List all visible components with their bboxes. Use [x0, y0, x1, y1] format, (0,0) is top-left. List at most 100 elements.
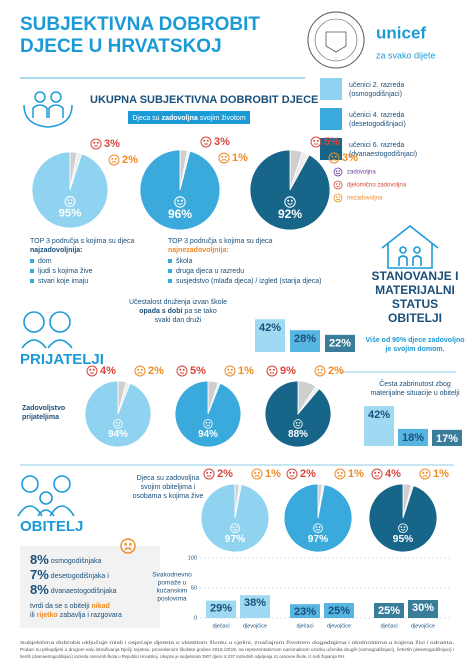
housing-worry: materijalne situacije u obitelji — [370, 390, 460, 397]
bar-value-label: 25% — [328, 605, 350, 617]
face-eye — [206, 139, 209, 142]
family-intro: osobama s kojima žive — [133, 493, 204, 500]
face-outline — [134, 365, 146, 377]
face-outline — [398, 523, 408, 534]
face-outline — [218, 152, 230, 164]
footer-note: Subjektivna dobrobit uključuje misli i o… — [20, 640, 454, 645]
face-outline — [64, 195, 76, 207]
face-icon — [64, 195, 76, 207]
bar — [374, 603, 404, 618]
pie-small-label: 5% — [190, 365, 206, 377]
face-icon — [371, 468, 383, 480]
mood-label: zadovoljna — [347, 170, 376, 176]
legend-label: učenici 6. razreda — [349, 142, 404, 149]
legend-label: učenici 4. razreda — [349, 112, 404, 119]
face-eye — [224, 155, 227, 158]
face-eye — [377, 471, 380, 474]
fun-stat: 8% osmogodišnjaka — [30, 552, 101, 567]
face-icon — [398, 523, 408, 534]
pie-small-label: 3% — [214, 136, 230, 148]
face-icon — [174, 196, 186, 208]
face-outline — [313, 523, 323, 534]
fun-claim: ili rijetko zabavlja i razgovara — [30, 612, 122, 619]
face-eye — [338, 196, 341, 198]
top-lead: TOP 3 područja s kojima su djeca — [30, 238, 135, 245]
mood-label: nezadovoljna — [347, 196, 383, 202]
page-title: SUBJEKTIVNA DOBROBIT — [20, 14, 260, 35]
face-icon — [90, 138, 102, 150]
chores-title: Svakodnevno — [152, 572, 192, 579]
pie-small-label: 4% — [385, 468, 401, 480]
pie-small-label: 9% — [280, 365, 296, 377]
face-outline — [108, 154, 120, 166]
face-icon — [230, 523, 240, 534]
face-icon — [310, 136, 322, 148]
legend-label: učenici 2. razreda — [349, 82, 404, 89]
top-item: dom — [38, 258, 52, 265]
face-outline — [333, 193, 343, 203]
face-icon — [218, 152, 230, 164]
face-eye — [179, 368, 182, 371]
face-mouth — [287, 202, 293, 205]
face-eye — [227, 368, 230, 371]
text-part: svojim životom — [200, 115, 246, 122]
text-part: Učestalost druženja izvan škole — [129, 299, 227, 306]
pie-small-label: 3% — [342, 152, 358, 164]
subtitle-box — [128, 111, 250, 124]
pie-slice — [368, 483, 438, 553]
face-icon — [200, 136, 212, 148]
face-eye — [140, 368, 143, 371]
bullet — [168, 279, 172, 283]
bar-value-label: 22% — [329, 338, 351, 350]
chores-title: poslovima — [157, 596, 187, 603]
face-eye — [235, 526, 238, 528]
face-eye — [334, 155, 337, 158]
top-emphasis: najnezadovoljnija: — [168, 247, 229, 254]
text-part: pa se tako — [184, 308, 216, 315]
face-outline — [203, 419, 213, 429]
face-eye — [400, 526, 403, 528]
face-eye — [331, 155, 334, 158]
legend-label: (osmogodišnjaci) — [349, 91, 402, 98]
mood-label: djelomično zadovoljna — [347, 183, 407, 189]
top-item: škola — [176, 258, 192, 265]
face-eye — [114, 157, 117, 160]
face-outline — [174, 196, 186, 208]
housing-worry: Česta zabrinutost zbog — [379, 379, 451, 388]
fun-claim: tvrdi da se s obitelji nikad — [30, 603, 110, 610]
pie-small-label: 1% — [433, 468, 449, 480]
face-outline — [419, 468, 431, 480]
face-icon — [176, 365, 188, 377]
face-mouth — [317, 372, 323, 375]
face-eye — [338, 183, 341, 185]
pie-small-label: 2% — [328, 365, 344, 377]
fun-stat-value: 8% — [30, 582, 49, 597]
face-eye — [272, 368, 275, 371]
face-eye — [422, 471, 425, 474]
face-mouth — [115, 424, 121, 427]
bullet — [30, 269, 34, 273]
face-eye — [290, 199, 293, 202]
friends-satisfaction: Zadovoljstvo — [22, 405, 65, 412]
face-outline — [90, 138, 102, 150]
face-eye — [111, 157, 114, 160]
face-outline — [334, 468, 346, 480]
bar — [432, 429, 462, 446]
face-icon — [108, 154, 120, 166]
pie-slice — [139, 149, 221, 231]
face-icon — [120, 538, 136, 554]
face-mouth — [137, 372, 143, 375]
face-outline — [251, 468, 263, 480]
friends-intro: svaki dan druži — [155, 317, 202, 324]
university-seal — [307, 11, 365, 69]
pie-slice — [283, 483, 353, 553]
face-eye — [180, 199, 183, 202]
face-mouth — [111, 161, 117, 164]
face-eye — [257, 471, 260, 474]
section-title: OBITELJ — [20, 518, 83, 535]
legend-label: (dvanaestogodišnjaci) — [349, 151, 417, 158]
face-eye — [315, 526, 318, 528]
pie-slice — [31, 151, 109, 229]
pie-value-label: 97% — [225, 534, 245, 545]
housing-note: Više od 90% djece zadovoljno — [365, 337, 464, 344]
